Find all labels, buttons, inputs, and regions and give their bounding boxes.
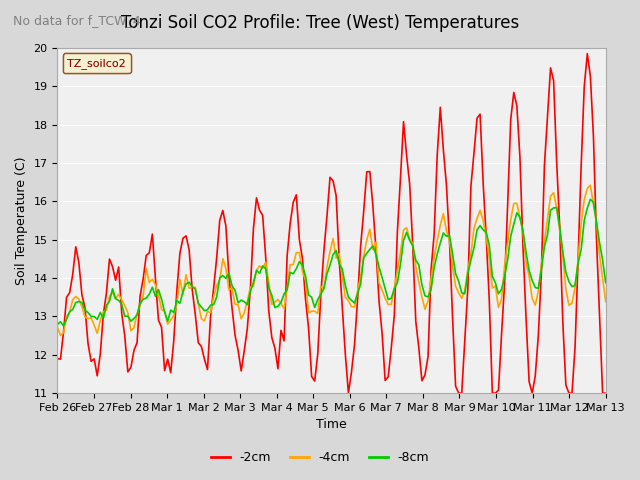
Text: Tonzi Soil CO2 Profile: Tree (West) Temperatures: Tonzi Soil CO2 Profile: Tree (West) Temp…: [121, 14, 519, 33]
-8cm: [589, 199, 597, 205]
-4cm: [589, 201, 597, 207]
Legend: TZ_soilco2: TZ_soilco2: [63, 53, 131, 73]
-8cm: [66, 309, 74, 314]
-2cm: [455, 390, 463, 396]
-4cm: [54, 324, 61, 330]
-8cm: [602, 280, 609, 286]
-2cm: [118, 311, 125, 316]
-2cm: [584, 51, 591, 57]
-8cm: [170, 310, 178, 315]
-8cm: [60, 323, 67, 329]
Line: -8cm: -8cm: [58, 199, 605, 326]
-2cm: [589, 133, 597, 139]
Line: -2cm: -2cm: [58, 54, 605, 393]
-2cm: [54, 356, 61, 361]
-4cm: [265, 279, 273, 285]
Text: No data for f_TCW_4: No data for f_TCW_4: [13, 14, 140, 27]
X-axis label: Time: Time: [316, 419, 347, 432]
-4cm: [543, 216, 551, 222]
-2cm: [543, 114, 551, 120]
-4cm: [56, 333, 64, 338]
-4cm: [66, 310, 74, 315]
-8cm: [121, 313, 129, 319]
-4cm: [121, 302, 129, 308]
-8cm: [54, 322, 61, 327]
-4cm: [586, 182, 594, 188]
-8cm: [543, 232, 551, 238]
-8cm: [586, 196, 594, 202]
-2cm: [602, 390, 609, 396]
Y-axis label: Soil Temperature (C): Soil Temperature (C): [15, 156, 28, 285]
-4cm: [602, 299, 609, 304]
-2cm: [167, 370, 175, 375]
Legend: -2cm, -4cm, -8cm: -2cm, -4cm, -8cm: [206, 446, 434, 469]
-4cm: [170, 312, 178, 318]
Line: -4cm: -4cm: [58, 185, 605, 336]
-2cm: [63, 294, 70, 300]
-8cm: [265, 285, 273, 290]
-2cm: [262, 254, 269, 260]
